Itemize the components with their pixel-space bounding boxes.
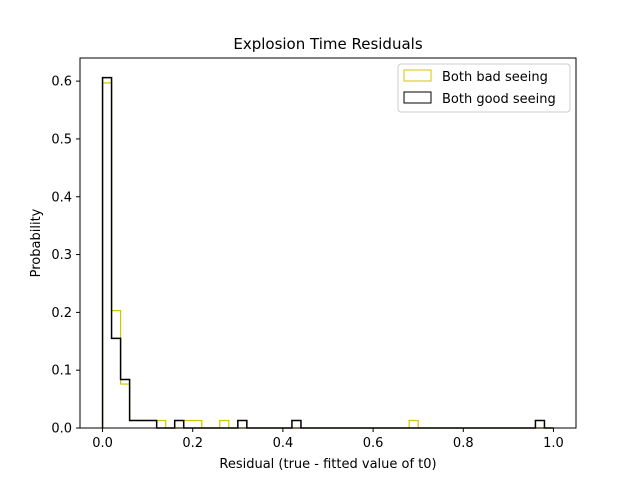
series-good-seeing-step (101, 76, 554, 429)
legend-swatch-bad-seeing (403, 69, 432, 82)
x-tick-label: 0.6 (363, 436, 384, 451)
x-tick-label: 0.0 (92, 436, 113, 451)
y-tick-label: 0.5 (51, 132, 72, 147)
y-tick-label: 0.4 (51, 190, 72, 205)
legend-box (397, 63, 571, 113)
x-tick-label: 0.8 (453, 436, 474, 451)
chart-title: Explosion Time Residuals (233, 35, 422, 53)
y-tick-label: 0.3 (51, 248, 72, 263)
x-tick-label: 0.2 (182, 436, 203, 451)
x-tick-label: 0.4 (273, 436, 294, 451)
y-axis-label: Probability (29, 208, 44, 277)
legend-swatch-good-seeing (403, 91, 432, 104)
x-axis-label: Residual (true - fitted value of t0) (219, 457, 436, 472)
x-axis: 0.0 0.2 0.4 0.6 0.8 1.0 (92, 428, 564, 451)
y-axis: 0.0 0.1 0.2 0.3 0.4 0.5 0.6 (51, 75, 80, 437)
y-tick-label: 0.6 (51, 75, 72, 90)
legend-label-bad-seeing: Both bad seeing (442, 70, 548, 85)
y-tick-label: 0.0 (51, 422, 72, 437)
y-tick-label: 0.1 (51, 364, 72, 379)
legend: Both bad seeing Both good seeing (397, 63, 571, 113)
plot-frame (79, 57, 577, 429)
series-layer (101, 76, 554, 429)
y-tick-label: 0.2 (51, 306, 72, 321)
legend-label-good-seeing: Both good seeing (442, 92, 556, 107)
x-tick-label: 1.0 (543, 436, 564, 451)
series-bad-seeing-step (101, 82, 554, 429)
